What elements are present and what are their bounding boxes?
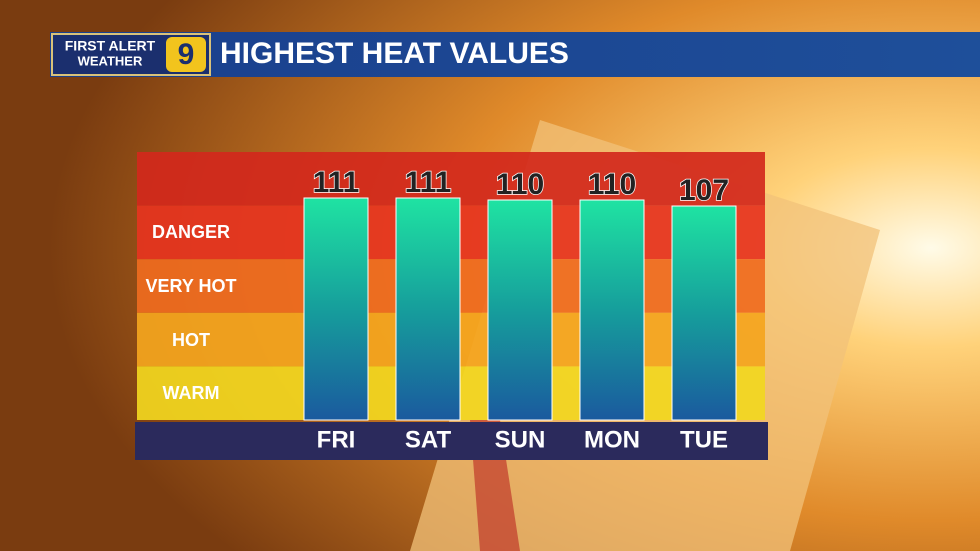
value-label: 107: [679, 174, 729, 207]
bar: [303, 197, 369, 421]
value-label: 111: [313, 166, 360, 199]
x-tick-label: FRI: [317, 426, 356, 453]
bar: [579, 199, 645, 421]
zone-label: DANGER: [151, 222, 230, 243]
bar: [395, 197, 461, 421]
zone-band: [137, 152, 765, 206]
logo-text: WEATHER: [78, 53, 143, 68]
x-tick-label: SUN: [495, 426, 546, 453]
x-tick-label: TUE: [680, 426, 728, 453]
x-tick-label: SAT: [405, 426, 452, 453]
logo-number: 9: [178, 38, 195, 71]
bar: [487, 199, 553, 421]
zone-label: VERY HOT: [145, 276, 237, 296]
zone-label: WARM: [162, 383, 220, 404]
value-label: 110: [496, 168, 544, 201]
bar: [671, 205, 737, 421]
zone-label: HOT: [172, 329, 210, 350]
value-label: 111: [405, 166, 452, 199]
category-strip: [135, 422, 768, 460]
logo-text: FIRST ALERT: [65, 38, 156, 54]
x-tick-label: MON: [584, 426, 640, 453]
logo-badge: [166, 37, 206, 72]
value-label: 110: [588, 168, 636, 201]
chart-title: HIGHEST HEAT VALUES: [220, 37, 569, 70]
